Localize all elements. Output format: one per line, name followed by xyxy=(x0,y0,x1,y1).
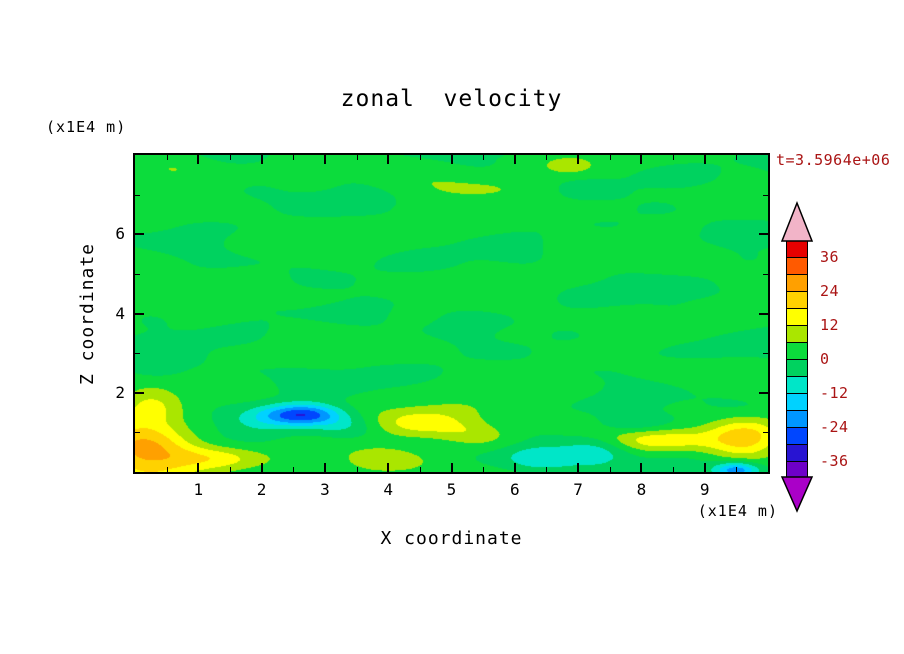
colorbar-value-label: 36 xyxy=(820,248,840,266)
colorbar-value-label: -36 xyxy=(820,452,849,470)
x-minor-tick xyxy=(673,467,675,472)
x-major-tick xyxy=(387,463,390,472)
x-major-tick xyxy=(197,463,200,472)
z-minor-tick xyxy=(135,194,140,196)
time-annotation: t=3.5964e+06 xyxy=(776,151,891,169)
x-tick-label: 6 xyxy=(509,480,520,499)
x-minor-tick xyxy=(419,467,421,472)
x-major-tick xyxy=(450,463,453,472)
x-minor-tick xyxy=(166,155,168,160)
z-minor-tick xyxy=(135,273,140,275)
x-tick-label: 1 xyxy=(193,480,204,499)
x-major-tick xyxy=(260,155,263,164)
colorbar-over-arrow xyxy=(780,200,814,242)
z-minor-tick xyxy=(763,353,768,355)
x-major-tick xyxy=(323,155,326,164)
x-axis-unit-label: (x1E4 m) xyxy=(697,502,778,520)
x-minor-tick xyxy=(483,155,485,160)
x-major-tick xyxy=(260,463,263,472)
x-minor-tick xyxy=(166,467,168,472)
colorbar-value-label: 24 xyxy=(820,282,840,300)
x-minor-tick xyxy=(419,155,421,160)
z-tick-label: 4 xyxy=(115,303,125,323)
x-minor-tick xyxy=(736,155,738,160)
z-axis-unit-label: (x1E4 m) xyxy=(46,118,127,136)
x-tick-label: 7 xyxy=(573,480,583,499)
x-tick-label: 8 xyxy=(636,480,647,499)
x-minor-tick xyxy=(483,467,485,472)
x-minor-tick xyxy=(229,155,231,160)
x-minor-tick xyxy=(673,155,675,160)
x-minor-tick xyxy=(356,467,358,472)
z-major-tick xyxy=(759,312,768,315)
colorbar-value-label: 0 xyxy=(820,350,830,368)
x-major-tick xyxy=(703,463,706,472)
colorbar-value-label: -12 xyxy=(820,384,849,402)
x-minor-tick xyxy=(736,467,738,472)
x-minor-tick xyxy=(293,467,295,472)
z-minor-tick xyxy=(135,432,140,434)
z-major-tick xyxy=(759,233,768,236)
colorbar-value-label: -24 xyxy=(820,418,849,436)
x-major-tick xyxy=(703,155,706,164)
x-major-tick xyxy=(513,155,516,164)
x-minor-tick xyxy=(609,155,611,160)
x-minor-tick xyxy=(229,467,231,472)
x-major-tick xyxy=(577,463,580,472)
x-tick-label: 2 xyxy=(256,480,267,499)
x-major-tick xyxy=(640,463,643,472)
x-major-tick xyxy=(640,155,643,164)
x-minor-tick xyxy=(293,155,295,160)
plot-frame xyxy=(133,153,770,474)
z-major-tick xyxy=(135,312,144,315)
x-axis-title: X coordinate xyxy=(380,528,523,549)
z-major-tick xyxy=(135,391,144,394)
z-major-tick xyxy=(135,233,144,236)
x-major-tick xyxy=(197,155,200,164)
colorbar-value-label: 12 xyxy=(820,316,840,334)
z-tick-label: 6 xyxy=(115,224,125,244)
colorbar-arrows xyxy=(780,200,814,513)
x-minor-tick xyxy=(356,155,358,160)
x-major-tick xyxy=(513,463,516,472)
z-minor-tick xyxy=(763,273,768,275)
plot-title: zonal velocity xyxy=(340,86,563,112)
x-tick-label: 9 xyxy=(699,480,710,499)
x-minor-tick xyxy=(609,467,611,472)
x-minor-tick xyxy=(546,155,548,160)
z-tick-label: 2 xyxy=(115,382,125,402)
colorbar-under-arrow xyxy=(780,476,814,513)
contour-field-canvas xyxy=(135,155,768,472)
x-major-tick xyxy=(577,155,580,164)
x-major-tick xyxy=(450,155,453,164)
z-minor-tick xyxy=(135,353,140,355)
z-minor-tick xyxy=(763,194,768,196)
x-tick-label: 5 xyxy=(446,480,457,499)
z-major-tick xyxy=(759,391,768,394)
x-tick-label: 4 xyxy=(383,480,393,499)
x-minor-tick xyxy=(546,467,548,472)
x-tick-label: 3 xyxy=(320,480,330,499)
z-minor-tick xyxy=(763,432,768,434)
x-major-tick xyxy=(323,463,326,472)
x-major-tick xyxy=(387,155,390,164)
